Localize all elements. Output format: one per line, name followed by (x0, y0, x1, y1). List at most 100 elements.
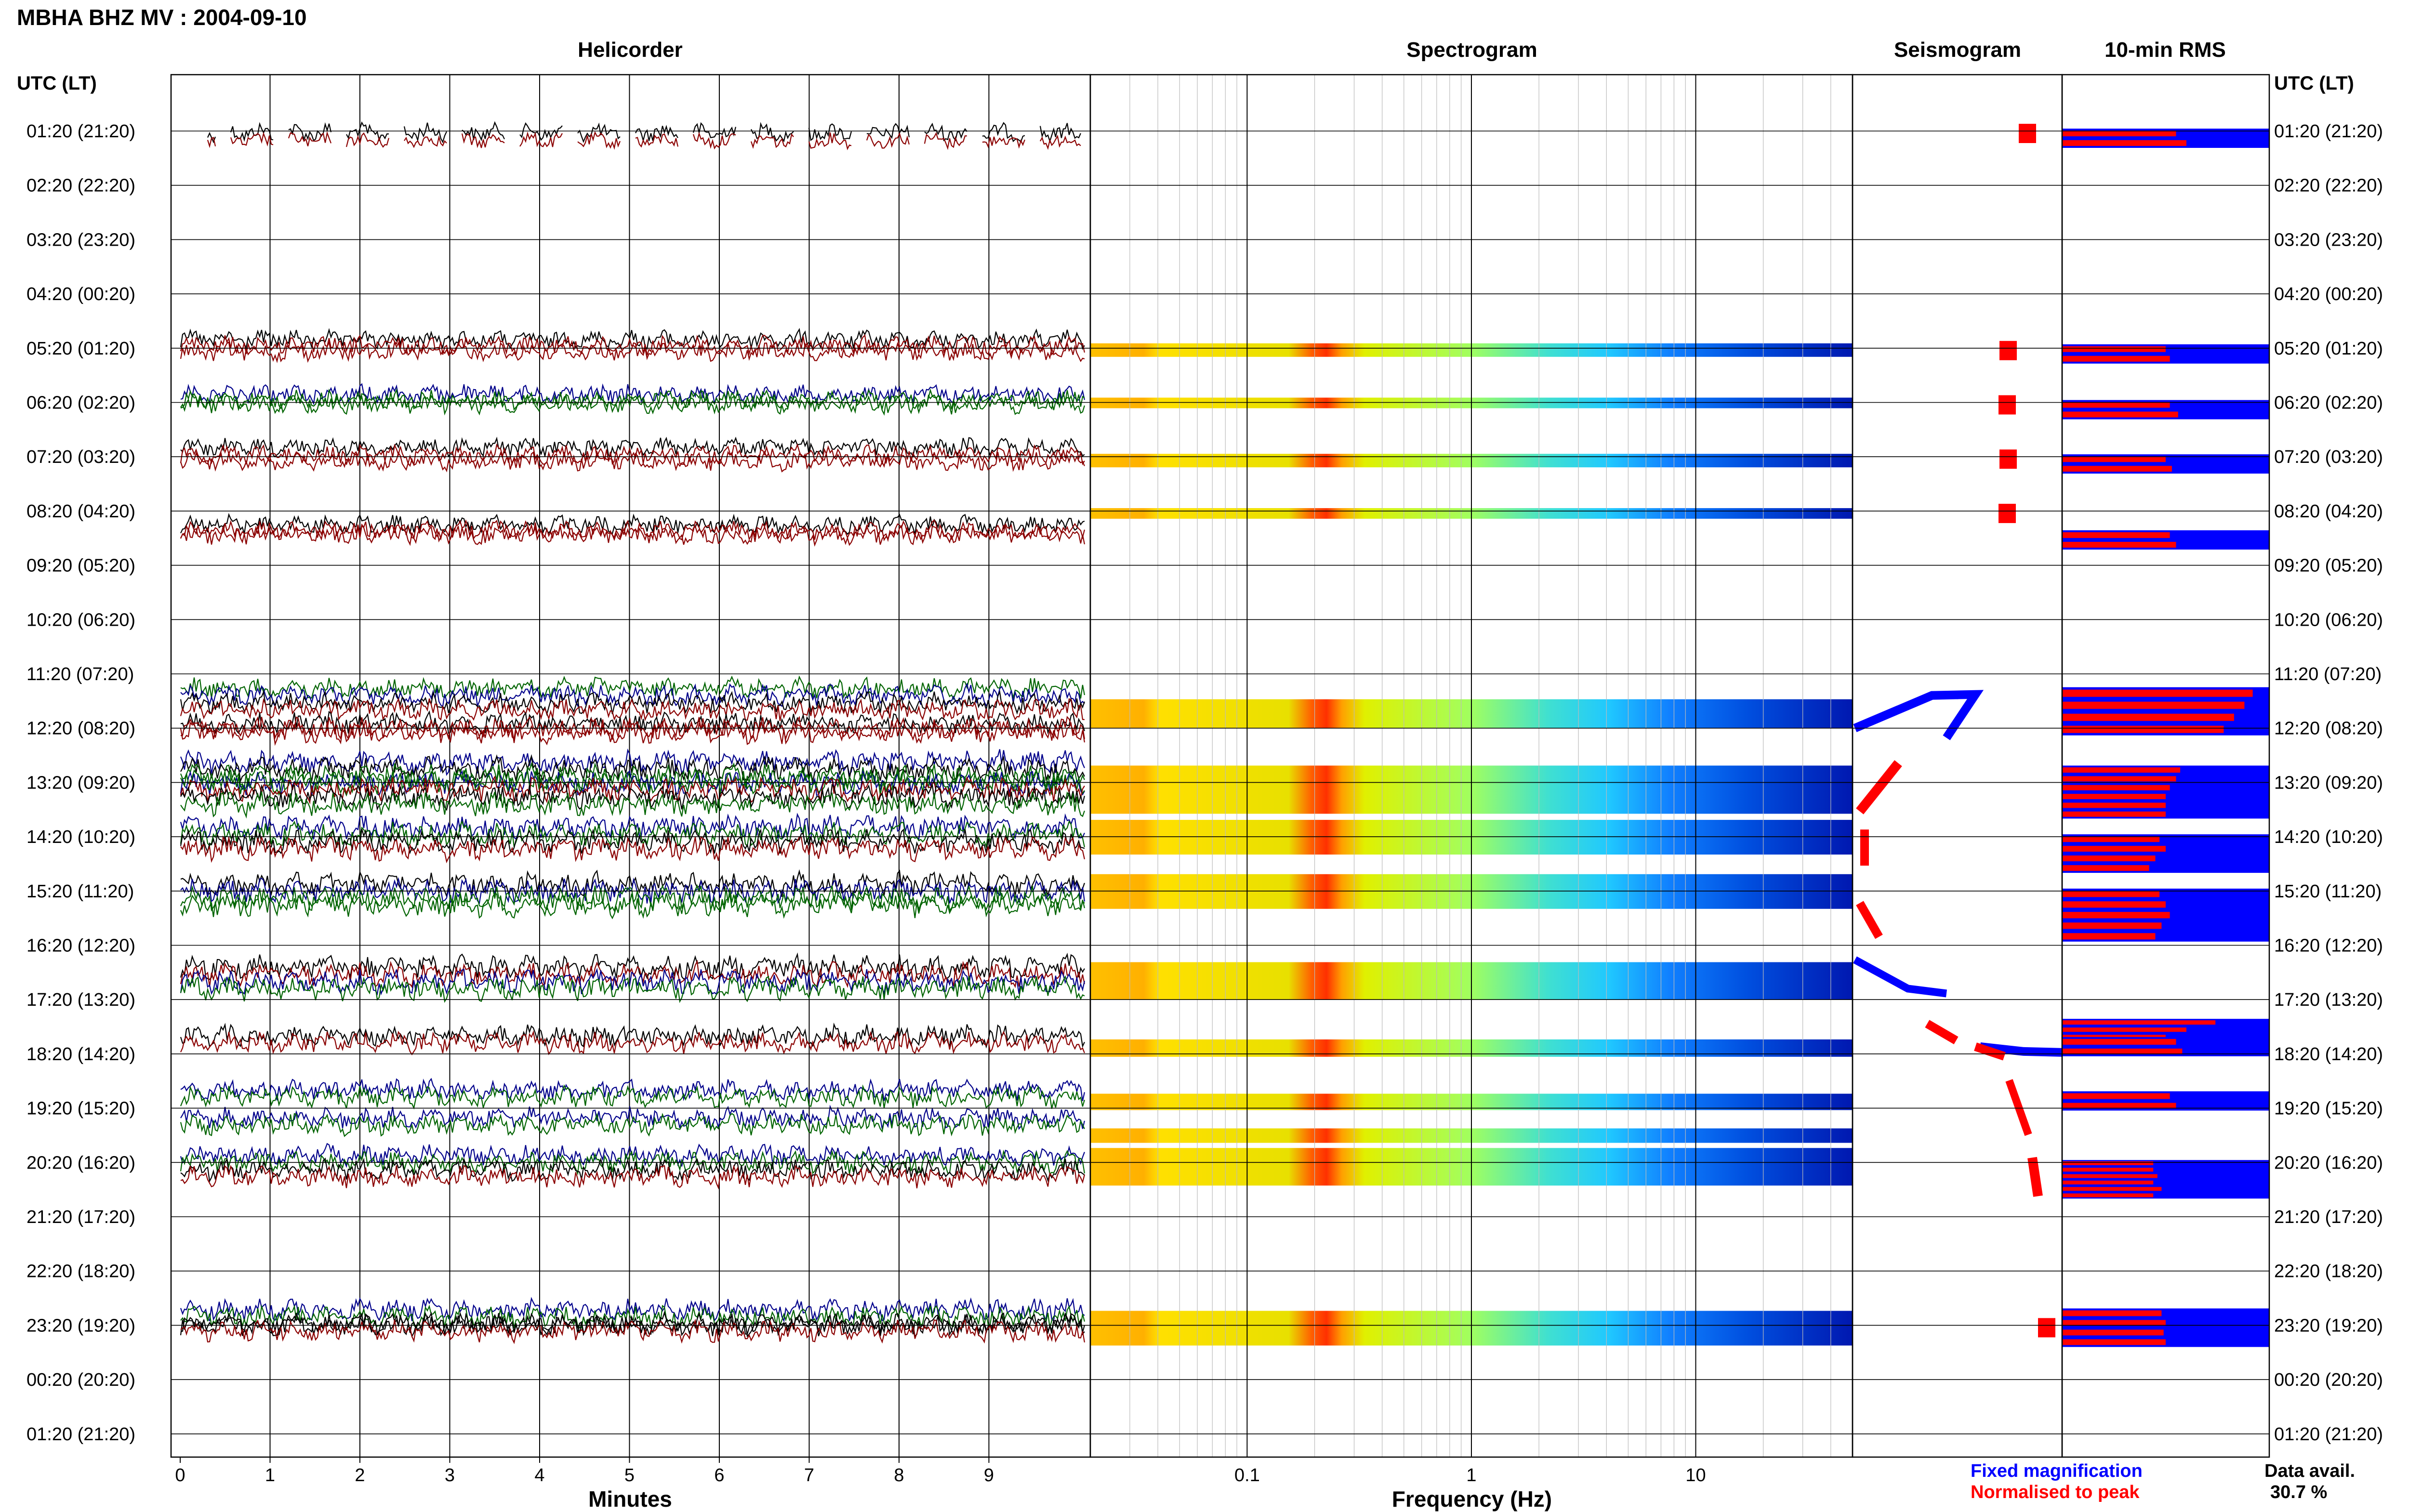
rms-normalised-bar (2062, 1093, 2170, 1099)
rms-normalised-bar (2062, 767, 2181, 773)
helicorder-trace (180, 884, 1085, 912)
x-tick-label: 5 (624, 1465, 635, 1486)
rms-normalised-bar (2062, 1310, 2162, 1316)
row-time-label: 09:20 (05:20) (26, 556, 135, 576)
x-tick-label: 8 (894, 1465, 904, 1486)
helicorder-trace (180, 1112, 1085, 1137)
seismogram-segment (1999, 449, 2017, 469)
row-time-label: 21:20 (17:20) (2274, 1207, 2383, 1227)
helicorder-title: Helicorder (578, 38, 683, 62)
rms-normalised-bar (2062, 1048, 2183, 1054)
row-time-label: 03:20 (23:20) (2274, 230, 2383, 250)
row-time-label: 01:20 (21:20) (26, 121, 135, 142)
rms-normalised-bar (2062, 901, 2166, 908)
row-time-label: 12:20 (08:20) (2274, 719, 2383, 739)
x-tick-label: 2 (355, 1465, 365, 1486)
rms-normalised-bar (2062, 1187, 2162, 1191)
seismogram-segment (1853, 690, 1984, 740)
row-time-label: 14:20 (10:20) (26, 827, 135, 847)
seismogram-title: Seismogram (1894, 38, 2021, 62)
chart-title: MBHA BHZ MV : 2004-09-10 (17, 5, 307, 30)
helicorder-trace (180, 1149, 1085, 1176)
helicorder-trace (180, 762, 1085, 790)
helicorder-trace (180, 716, 1085, 741)
row-time-label: 03:20 (23:20) (26, 230, 135, 250)
x-tick-label: 4 (534, 1465, 544, 1486)
helicorder-trace (180, 383, 1085, 406)
rms-normalised-bar (2062, 346, 2166, 352)
rms-normalised-bar (2062, 402, 2170, 408)
helicorder-trace (180, 877, 1085, 904)
x-tick-label: 7 (804, 1465, 814, 1486)
rms-fixed-bar (2062, 765, 2269, 819)
rms-normalised-bar (2062, 802, 2166, 808)
seismogram-segment (1999, 341, 2017, 360)
rms-normalised-bar (2062, 776, 2176, 782)
panel-frame (2061, 74, 2270, 1458)
row-time-label: 02:20 (22:20) (26, 176, 135, 196)
row-time-label: 07:20 (03:20) (2274, 447, 2383, 467)
row-time-label: 20:20 (16:20) (26, 1153, 135, 1173)
seismogram-segment (2027, 1157, 2043, 1197)
spectrogram-title: Spectrogram (1406, 38, 1537, 62)
row-time-label: 05:20 (01:20) (2274, 339, 2383, 359)
rms-normalised-bar (2062, 1174, 2158, 1178)
seismogram-segment (1974, 1042, 2006, 1061)
seismogram-segment (1980, 1042, 2063, 1057)
row-time-label: 17:20 (13:20) (2274, 990, 2383, 1010)
row-time-label: 16:20 (12:20) (2274, 936, 2383, 956)
rms-normalised-bar (2062, 713, 2234, 721)
spectrogram-x-label: Frequency (Hz) (1392, 1486, 1552, 1512)
helicorder-trace (180, 768, 1085, 797)
rms-normalised-bar (2062, 811, 2166, 817)
rms-normalised-bar (2062, 355, 2170, 362)
row-time-label: 22:20 (18:20) (2274, 1262, 2383, 1282)
rms-normalised-bar (2062, 456, 2166, 462)
helicorder-trace (180, 1318, 1085, 1344)
rms-normalised-bar (2062, 131, 2176, 136)
rms-normalised-bar (2062, 140, 2186, 146)
row-time-label: 14:20 (10:20) (2274, 827, 2383, 847)
legend-fixed: Fixed magnification (1971, 1461, 2143, 1481)
rms-normalised-bar (2062, 701, 2245, 709)
rms-normalised-bar (2062, 466, 2172, 472)
rms-normalised-bar (2062, 1168, 2154, 1172)
seismogram-segment (1999, 395, 2016, 415)
row-time-label: 21:20 (17:20) (26, 1207, 135, 1227)
x-tick-label: 9 (984, 1465, 994, 1486)
row-time-label: 01:20 (21:20) (2274, 1424, 2383, 1445)
seismogram-segment (2005, 1079, 2032, 1136)
helicorder-trace (180, 892, 1085, 920)
seismogram-panel (1853, 124, 2063, 1338)
rms-normalised-bar (2062, 846, 2166, 852)
rms-normalised-bar (2062, 1039, 2176, 1045)
x-tick-label: 6 (714, 1465, 724, 1486)
helicorder-trace (180, 524, 1085, 547)
row-time-label: 17:20 (13:20) (26, 990, 135, 1010)
rms-normalised-bar (2062, 785, 2170, 790)
helicorder-trace (180, 1164, 1085, 1190)
data-avail-value: 30.7 % (2270, 1482, 2327, 1502)
left-axis-header: UTC (LT) (17, 73, 97, 94)
row-time-label: 05:20 (01:20) (26, 339, 135, 359)
row-time-label: 23:20 (19:20) (2274, 1315, 2383, 1336)
rms-normalised-bar (2062, 1161, 2154, 1165)
x-tick-label: 0 (175, 1465, 185, 1486)
time-labels-right: 01:20 (21:20) 02:20 (22:20) 03:20 (23:20) 0… (2274, 121, 2383, 1445)
seismogram-segment (1856, 901, 1883, 939)
row-gridlines (171, 131, 2269, 1434)
row-time-label: 12:20 (08:20) (26, 719, 135, 739)
rms-normalised-bar (2062, 891, 2160, 897)
x-tick-label: 1 (1466, 1465, 1476, 1486)
row-time-label: 13:20 (09:20) (26, 773, 135, 793)
helicorder-trace (180, 813, 1085, 841)
rms-normalised-bar (2062, 411, 2178, 418)
row-time-label: 10:20 (06:20) (2274, 610, 2383, 630)
rms-normalised-bar (2062, 1329, 2164, 1336)
rms-normalised-bar (2062, 689, 2253, 697)
rms-normalised-bar (2062, 1020, 2216, 1025)
row-time-label: 00:20 (20:20) (26, 1370, 135, 1390)
row-time-label: 11:20 (07:20) (2274, 664, 2382, 684)
seismogram-segment (1853, 956, 1947, 998)
